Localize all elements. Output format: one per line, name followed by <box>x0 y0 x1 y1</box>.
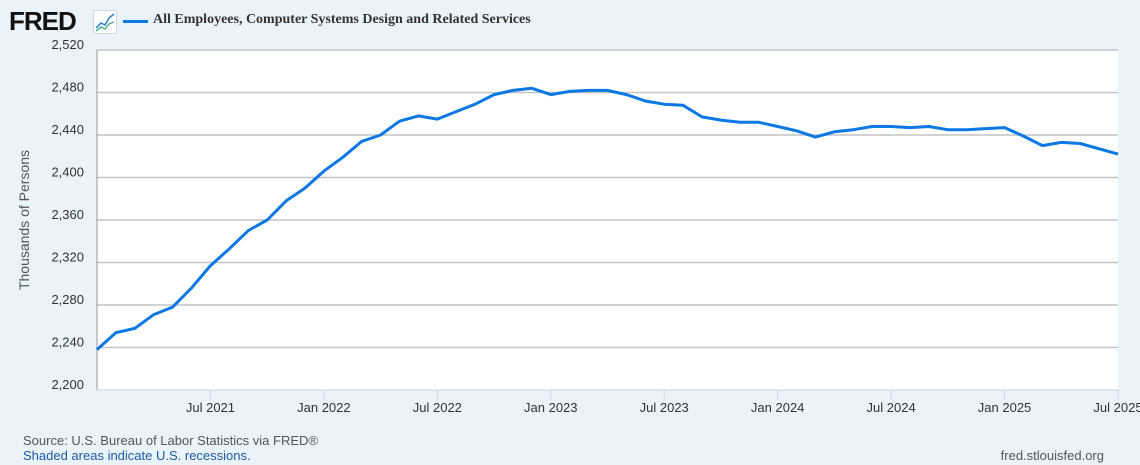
x-tick-label: Jul 2022 <box>413 400 462 415</box>
y-tick-label: 2,320 <box>51 250 84 265</box>
x-tick-label: Jul 2025 <box>1093 400 1140 415</box>
series-line <box>95 86 1119 351</box>
y-tick-label: 2,280 <box>51 292 84 307</box>
y-tick-label: 2,360 <box>51 207 84 222</box>
x-tick-label: Jan 2025 <box>978 400 1032 415</box>
y-tick-label: 2,440 <box>51 122 84 137</box>
x-tick-label: Jul 2024 <box>867 400 916 415</box>
y-axis-label: Thousands of Persons <box>16 150 32 290</box>
x-tick-label: Jan 2022 <box>297 400 351 415</box>
y-tick-label: 2,400 <box>51 165 84 180</box>
series-title[interactable]: All Employees, Computer Systems Design a… <box>153 12 531 27</box>
y-tick-label: 2,200 <box>51 377 84 392</box>
line-chart-icon <box>93 10 117 34</box>
legend-swatch <box>123 20 148 23</box>
fred-logo[interactable]: FRED <box>9 6 77 36</box>
site-link[interactable]: fred.stlouisfed.org <box>1000 448 1104 463</box>
x-tick-label: Jan 2024 <box>751 400 805 415</box>
recessions-link[interactable]: Shaded areas indicate U.S. recessions. <box>23 448 251 463</box>
x-tick-label: Jul 2023 <box>640 400 689 415</box>
x-tick-label: Jan 2023 <box>524 400 578 415</box>
y-tick-label: 2,520 <box>51 37 84 52</box>
y-tick-label: 2,240 <box>51 335 84 350</box>
y-tick-label: 2,480 <box>51 80 84 95</box>
source-note: Source: U.S. Bureau of Labor Statistics … <box>23 433 318 448</box>
x-tick-label: Jul 2021 <box>186 400 235 415</box>
